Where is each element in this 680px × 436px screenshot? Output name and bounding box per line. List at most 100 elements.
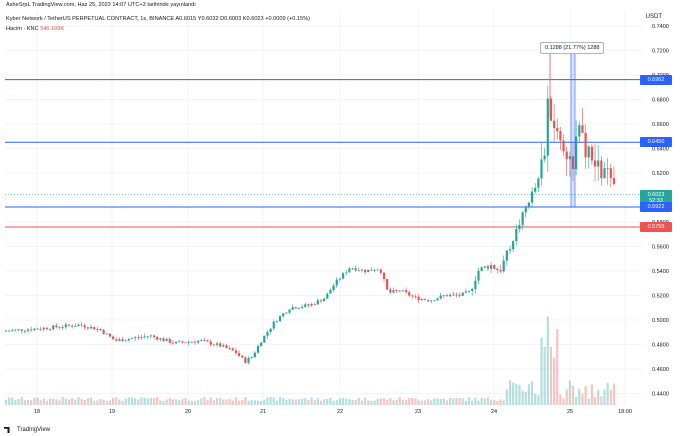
candle-body [181,341,184,343]
candle-body [175,341,178,344]
candle-body [130,338,134,340]
volume-bar [140,397,143,405]
volume-bar [33,397,36,405]
candle-body [584,132,587,158]
candle-body [389,289,392,293]
candle-body [590,146,593,161]
candle-body [124,340,127,342]
volume-bar [234,397,238,405]
time-tick-label: 24 [491,409,497,415]
candle-body [559,131,562,141]
volume-bar [203,397,206,405]
price-tick-label: 0.6200 [652,171,669,177]
candle-body [326,293,329,299]
candle-body [436,298,439,301]
volume-bar [512,382,515,405]
time-tick-label: 22 [337,409,343,415]
volume-bar [433,398,436,405]
volume-bar [332,400,335,405]
volume-bar [427,399,430,405]
volume-bar [499,399,502,405]
candle-body [269,328,272,333]
candle-body [392,290,395,293]
candle-body [603,168,606,179]
candle-body [225,345,228,349]
candle-body [77,324,80,327]
candle-body [449,294,452,297]
candle-body [159,338,162,340]
volume-bar [86,398,89,405]
volume-bar [452,398,455,405]
candle-body [209,341,212,345]
candle-body [395,290,398,291]
candle-body [23,330,26,332]
volume-bar [143,397,146,405]
candle-body [575,136,578,170]
volume-bar [455,398,458,405]
time-tick-label: 18 [34,409,40,415]
volume-bar [401,399,404,405]
candle-body [52,325,55,330]
candle-body [206,340,209,342]
volume-bar [200,398,203,405]
volume-bar [228,398,231,405]
candle-body [606,168,609,169]
volume-bar [231,400,234,405]
candle-body [382,272,386,280]
volume-bar [187,400,190,405]
candle-body [553,120,556,129]
candle-body [316,300,319,305]
candle-body [307,304,310,306]
candle-body [433,300,436,302]
volume-bar [553,357,556,405]
volume-bar [17,399,20,405]
candle-body [71,325,74,327]
price-tick-label: 0.5200 [652,293,669,299]
candle-body [499,270,502,272]
volume-bar [266,397,269,405]
volume-bar [55,399,58,405]
volume-bar [483,398,486,405]
volume-bar [297,399,301,405]
volume-bar [152,398,156,405]
volume-bar [209,397,212,405]
volume-bar [612,383,616,405]
volume-bar [389,397,392,405]
candle-body [278,316,282,322]
candle-body [600,160,603,179]
currency-label[interactable]: USDT [645,14,662,20]
candle-body [367,269,370,273]
candle-body [423,299,427,300]
candle-body [171,342,175,344]
price-tick-label: 0.5400 [652,269,669,275]
candle-body [105,333,108,335]
brand-label: TradingView [17,427,51,433]
price-tick-label: 0.7200 [652,48,669,54]
volume-bar [524,391,527,405]
tradingview-icon [4,427,10,433]
volume-bar [244,397,247,405]
candle-body [282,313,285,317]
candle-body [565,151,568,160]
candle-body [493,265,496,269]
candle-body [474,280,477,289]
candle-body [203,340,206,341]
price-tag: 52:33 [640,196,672,207]
tradingview-logo[interactable]: TradingView [4,427,50,433]
candle-body [578,125,581,137]
candle-body [272,321,275,329]
candle-body [143,336,146,338]
volume-bar [45,400,49,405]
candle-body [64,324,67,328]
volume-bar [168,398,171,405]
price-tick-label: 0.4800 [652,342,669,348]
volume-bar [439,398,442,405]
candle-body [58,327,61,328]
candle-body [222,345,225,347]
candle-body [121,339,124,342]
candle-body [33,328,36,331]
symbol-name[interactable]: Kyber Network / TetherUS PERPETUAL CONTR… [6,16,175,22]
candle-body [86,327,89,329]
volume-bar [291,399,294,405]
